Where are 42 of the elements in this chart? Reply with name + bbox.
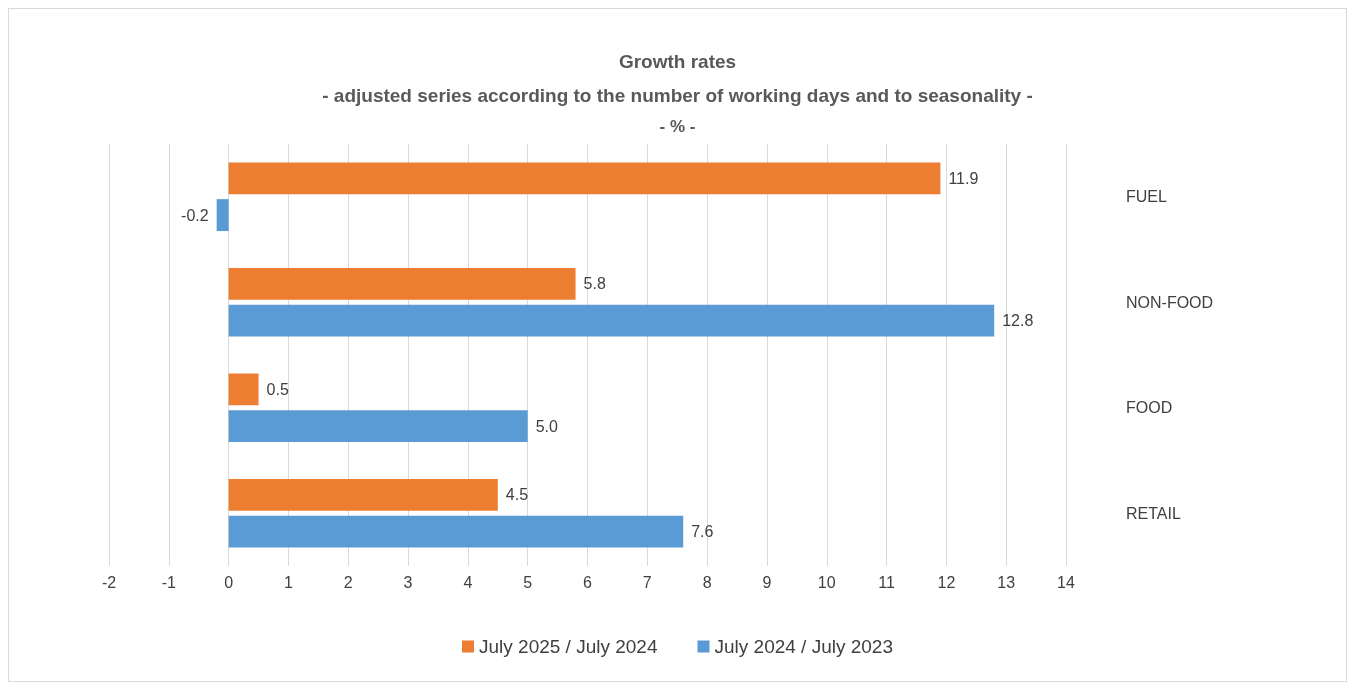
data-label: 12.8: [1002, 312, 1034, 330]
bar: [228, 515, 684, 548]
x-tick-label: 4: [463, 573, 473, 591]
x-tick-label: 11: [878, 573, 895, 591]
x-tick-label: 12: [937, 573, 956, 591]
x-tick-label: 5: [523, 573, 533, 591]
data-label: 0.5: [266, 380, 289, 398]
bar: [228, 478, 498, 511]
bar: [216, 199, 229, 232]
data-label: 7.6: [691, 523, 714, 541]
x-tick-label: 0: [224, 573, 234, 591]
bar: [228, 162, 941, 195]
text: - % -: [659, 117, 696, 136]
y-tick-label: RETAIL: [1126, 504, 1181, 522]
x-tick-label: 2: [343, 573, 353, 591]
bar: [228, 267, 576, 300]
x-tick-label: 9: [762, 573, 772, 591]
x-tick-label: 13: [997, 573, 1016, 591]
y-tick-label: NON-FOOD: [1126, 293, 1214, 311]
bar: [228, 410, 528, 443]
x-tick-label: 1: [283, 573, 293, 591]
y-tick-label: FUEL: [1126, 188, 1167, 206]
x-tick-label: 7: [642, 573, 652, 591]
x-tick-label: 6: [583, 573, 593, 591]
data-label: 4.5: [505, 486, 529, 504]
x-tick-label: -1: [161, 573, 177, 591]
bar: [228, 304, 995, 337]
x-tick-label: 10: [817, 573, 836, 591]
bar: [228, 373, 259, 406]
chart-title: Growth rates: [618, 51, 737, 72]
x-tick-label: -2: [101, 573, 117, 591]
legend-label: July 2024 / July 2023: [714, 636, 894, 657]
x-tick-label: 3: [403, 573, 413, 591]
legend-label: July 2025 / July 2024: [478, 636, 658, 657]
y-tick-label: FOOD: [1126, 399, 1173, 417]
x-tick-label: 8: [702, 573, 712, 591]
data-label: 11.9: [948, 169, 979, 187]
chart-subtitle: - adjusted series according to the number of working days and to seasonality -: [322, 85, 1033, 106]
data-label: 5.0: [535, 417, 559, 435]
data-label: 5.8: [583, 275, 606, 293]
x-tick-label: 14: [1057, 573, 1075, 591]
data-label: -0.2: [181, 206, 209, 224]
